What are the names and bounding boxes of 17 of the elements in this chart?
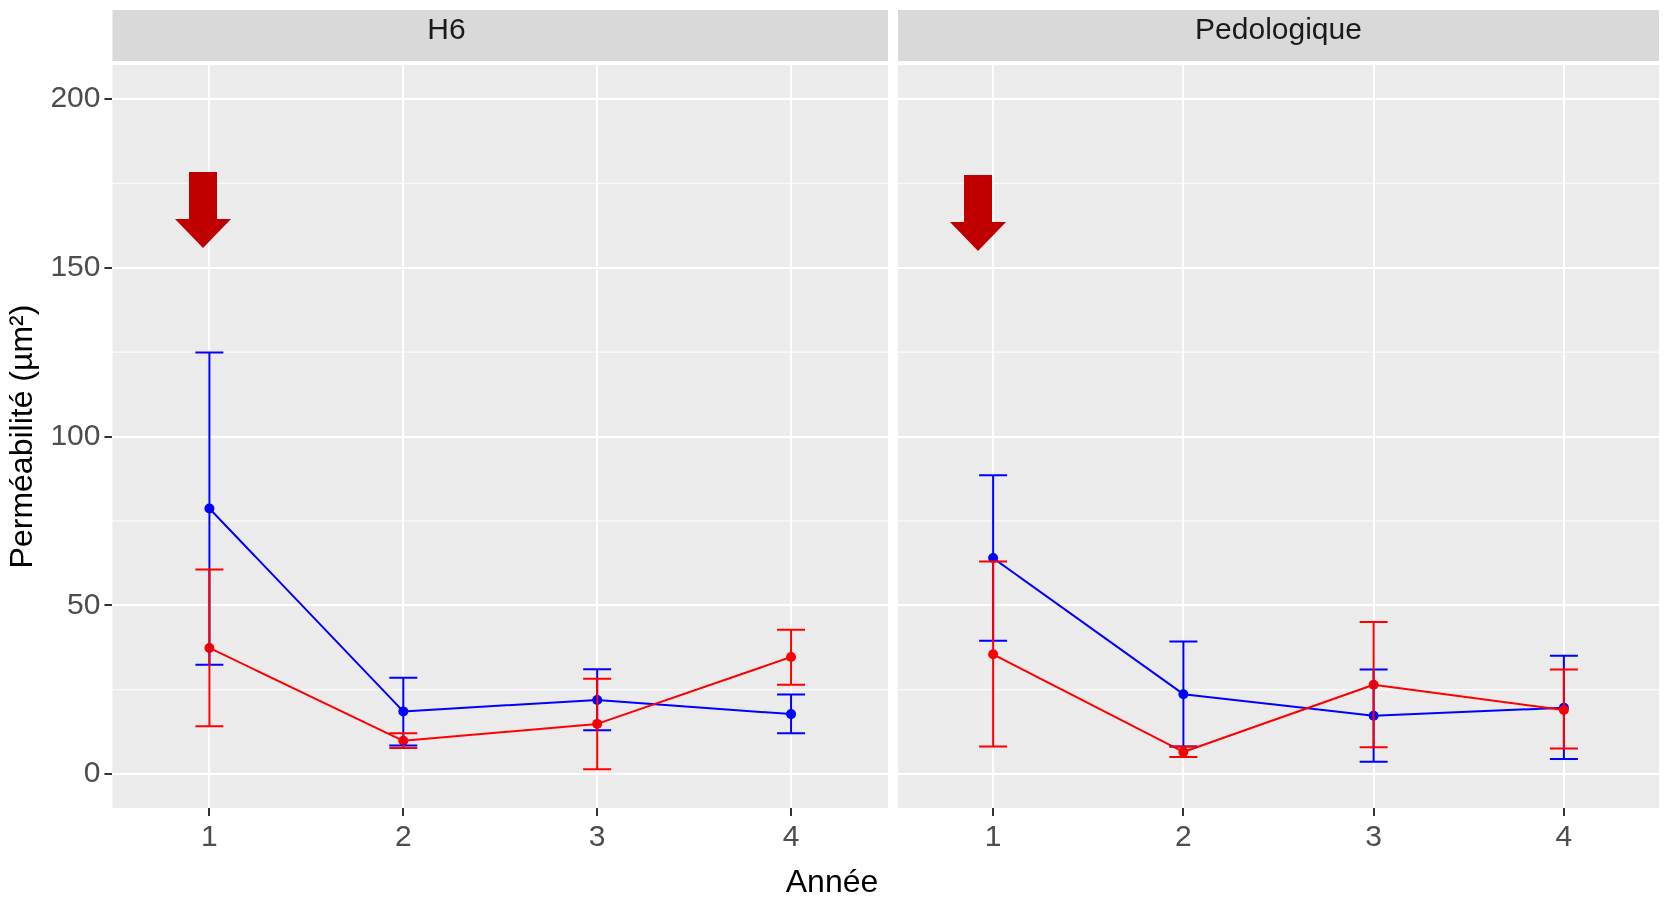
chart-title: Pedologique xyxy=(1195,12,1362,46)
y-tick-label: 100 xyxy=(50,417,101,451)
y-tick-label: 0 xyxy=(83,755,101,789)
y-tick-label: 200 xyxy=(50,80,101,114)
x-tick-label: 4 xyxy=(1555,819,1573,853)
x-tick-label: 1 xyxy=(984,819,1002,853)
x-tick-label: 1 xyxy=(201,819,218,853)
y-tick-label: 50 xyxy=(67,586,101,620)
x-tick-label: 2 xyxy=(394,819,412,853)
x-tick-label: 3 xyxy=(1365,819,1382,853)
y-tick-label: 150 xyxy=(50,248,101,282)
y-axis-title: Perméabilité (µm²) xyxy=(3,304,40,569)
x-axis-title: Année xyxy=(784,862,880,900)
chart-title: H6 xyxy=(427,12,466,46)
x-tick-label: 3 xyxy=(588,819,606,853)
x-tick-label: 2 xyxy=(1175,819,1192,853)
x-tick-label: 4 xyxy=(782,819,800,853)
